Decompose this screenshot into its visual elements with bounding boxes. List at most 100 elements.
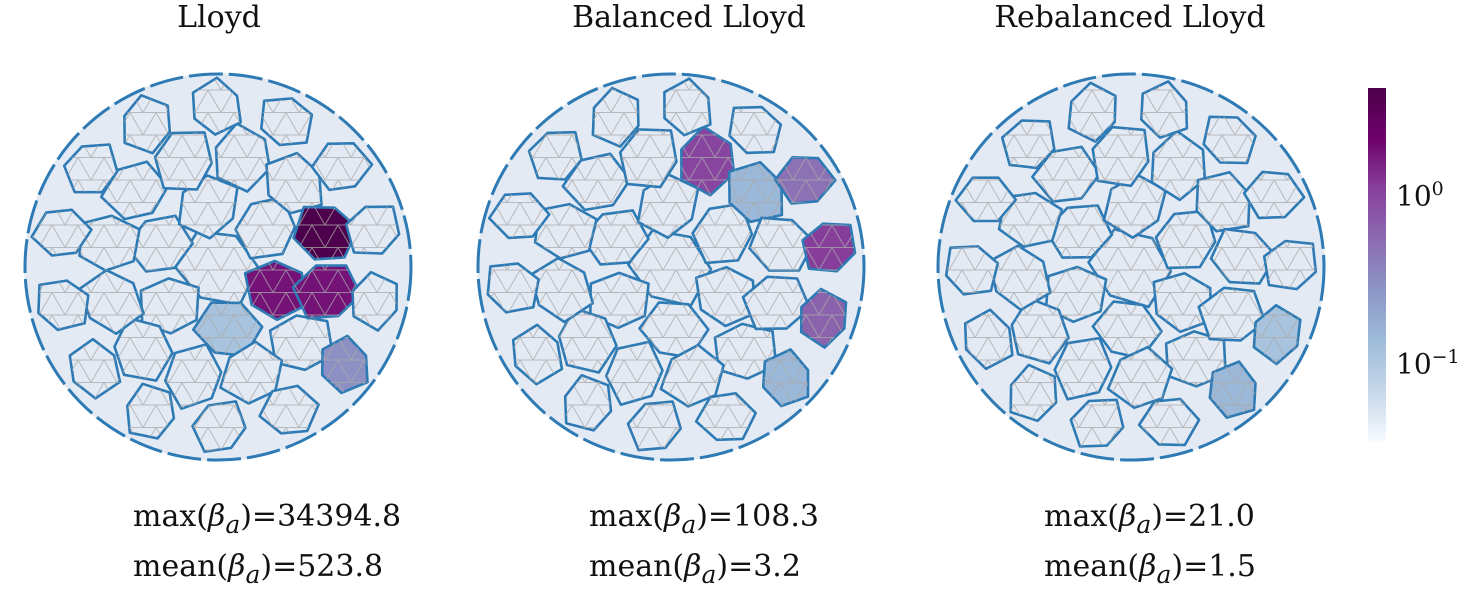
triangle-mesh xyxy=(179,175,238,239)
panel-balanced-lloyd-mesh xyxy=(476,72,866,462)
triangle-mesh xyxy=(261,98,312,145)
triangle-mesh xyxy=(270,315,333,370)
triangle-mesh xyxy=(628,401,681,451)
triangle-mesh xyxy=(1141,81,1187,138)
triangle-mesh xyxy=(989,245,1051,310)
triangle-mesh xyxy=(1166,331,1226,387)
panel-title-lloyd: Lloyd xyxy=(177,0,261,35)
triangle-mesh xyxy=(124,95,170,154)
triangle-mesh xyxy=(293,265,361,319)
triangle-mesh xyxy=(235,197,295,259)
triangle-mesh xyxy=(1002,120,1055,168)
triangle-mesh xyxy=(31,209,92,256)
triangle-mesh xyxy=(681,126,734,196)
triangle-mesh xyxy=(801,289,846,348)
triangle-mesh xyxy=(1264,241,1316,290)
panel-title-balanced-lloyd: Balanced Lloyd xyxy=(572,0,806,35)
triangle-mesh xyxy=(1011,298,1069,364)
stats-lloyd: max(βa)=34394.8 mean(βa)=523.8 xyxy=(133,496,401,596)
triangle-mesh xyxy=(535,204,597,259)
triangle-mesh xyxy=(1211,229,1277,284)
triangle-mesh xyxy=(69,339,120,399)
triangle-mesh xyxy=(696,393,756,440)
triangle-mesh xyxy=(529,132,582,180)
triangle-mesh xyxy=(1092,301,1162,359)
triangle-mesh xyxy=(664,78,711,136)
max-beta-stat: max(βa)=34394.8 xyxy=(133,499,402,539)
triangle-mesh xyxy=(352,272,397,331)
triangle-mesh xyxy=(127,383,174,439)
triangle-mesh xyxy=(322,335,368,393)
triangle-mesh xyxy=(743,276,810,329)
triangle-mesh xyxy=(692,203,752,263)
triangle-mesh xyxy=(192,401,246,452)
triangle-mesh xyxy=(513,324,562,385)
triangle-mesh xyxy=(660,345,724,407)
colorbar xyxy=(1368,88,1386,442)
triangle-mesh xyxy=(1045,205,1112,258)
triangle-mesh xyxy=(259,385,319,434)
triangle-mesh xyxy=(763,349,808,406)
mean-beta-stat: mean(βa)=1.5 xyxy=(1044,549,1256,589)
domain-boundary xyxy=(936,72,1326,462)
triangle-mesh xyxy=(114,318,173,381)
domain-boundary xyxy=(23,72,413,462)
triangle-mesh xyxy=(1088,229,1171,307)
triangle-mesh xyxy=(581,210,649,265)
triangle-mesh xyxy=(1156,210,1216,268)
triangle-mesh xyxy=(562,153,630,210)
triangle-mesh xyxy=(220,341,282,404)
triangle-mesh xyxy=(245,261,306,320)
triangle-mesh xyxy=(140,278,199,334)
triangle-mesh xyxy=(155,132,212,190)
max-beta-stat: max(βa)=21.0 xyxy=(1044,499,1255,539)
domain-boundary xyxy=(476,72,866,462)
triangle-mesh xyxy=(696,267,756,326)
triangle-mesh xyxy=(79,270,144,334)
triangle-mesh xyxy=(126,215,193,272)
triangle-mesh xyxy=(1139,399,1200,445)
triangle-mesh xyxy=(165,344,222,409)
triangle-mesh xyxy=(999,193,1062,247)
triangle-mesh xyxy=(64,144,118,193)
panel-title-rebalanced-lloyd: Rebalanced Lloyd xyxy=(994,0,1266,35)
colorbar-tick-label: 10−1 xyxy=(1396,346,1460,381)
triangle-mesh xyxy=(1153,273,1211,332)
figure-canvas xyxy=(23,72,1386,462)
triangle-mesh xyxy=(1103,174,1166,238)
panel-lloyd-mesh xyxy=(23,72,413,462)
triangle-mesh xyxy=(729,162,782,222)
triangle-mesh xyxy=(1070,399,1124,447)
triangle-mesh xyxy=(1054,338,1112,400)
triangle-mesh xyxy=(312,143,372,190)
triangle-mesh xyxy=(101,161,168,220)
triangle-mesh xyxy=(1196,172,1250,232)
triangle-mesh xyxy=(1068,82,1116,142)
triangle-mesh xyxy=(620,129,677,188)
triangle-mesh xyxy=(965,309,1013,369)
triangle-mesh xyxy=(266,153,322,214)
triangle-mesh xyxy=(592,88,639,147)
triangle-mesh xyxy=(1108,347,1172,408)
triangle-mesh xyxy=(38,280,89,330)
triangle-mesh xyxy=(489,193,550,238)
triangle-mesh xyxy=(1203,116,1256,163)
triangle-mesh xyxy=(1151,130,1205,200)
triangle-mesh xyxy=(530,258,593,322)
mean-beta-stat: mean(βa)=3.2 xyxy=(589,549,801,589)
stats-balanced-lloyd: max(βa)=108.3 mean(βa)=3.2 xyxy=(589,496,819,596)
panel-rebalanced-lloyd-mesh xyxy=(936,72,1326,462)
triangle-mesh xyxy=(346,206,400,254)
max-beta-stat: max(βa)=108.3 xyxy=(589,499,819,539)
triangle-mesh xyxy=(715,323,777,379)
triangle-mesh xyxy=(1092,127,1149,186)
triangle-mesh xyxy=(1198,287,1265,341)
triangle-mesh xyxy=(1209,361,1256,418)
triangle-mesh xyxy=(1244,171,1305,218)
triangle-mesh xyxy=(1032,146,1100,202)
stats-rebalanced-lloyd: max(βa)=21.0 mean(βa)=1.5 xyxy=(1044,496,1256,596)
triangle-mesh xyxy=(639,302,709,358)
triangle-mesh xyxy=(216,123,270,192)
triangle-mesh xyxy=(193,302,263,356)
triangle-mesh xyxy=(775,157,836,204)
